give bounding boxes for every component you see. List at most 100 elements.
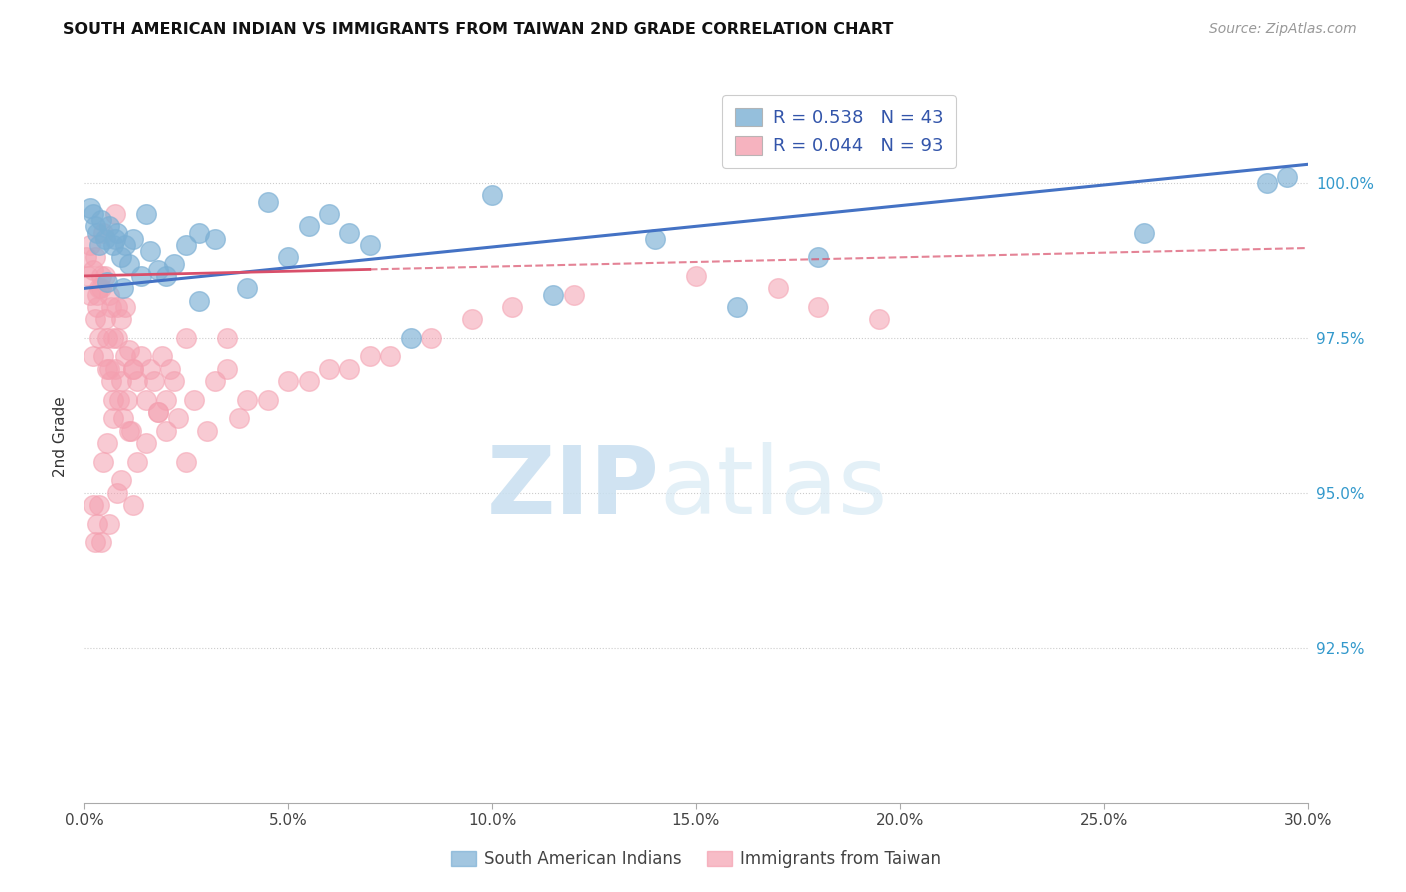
Point	[77, 268, 100, 283]
Point	[110, 474, 132, 488]
Point	[91, 350, 114, 364]
Point	[195, 424, 218, 438]
Point	[155, 268, 177, 283]
Point	[644, 232, 666, 246]
Point	[236, 392, 259, 407]
Point	[82, 207, 104, 221]
Point	[174, 238, 197, 252]
Point	[83, 219, 105, 234]
Point	[101, 331, 124, 345]
Point	[97, 516, 120, 531]
Text: SOUTH AMERICAN INDIAN VS IMMIGRANTS FROM TAIWAN 2ND GRADE CORRELATION CHART: SOUTH AMERICAN INDIAN VS IMMIGRANTS FROM…	[63, 22, 894, 37]
Point	[1256, 176, 1278, 190]
Point	[114, 300, 136, 314]
Point	[90, 281, 112, 295]
Point	[380, 350, 402, 364]
Point	[461, 312, 484, 326]
Point	[87, 331, 110, 345]
Text: ZIP: ZIP	[486, 442, 659, 534]
Point	[127, 374, 149, 388]
Point	[79, 238, 101, 252]
Point	[481, 188, 503, 202]
Point	[399, 331, 422, 345]
Point	[83, 250, 105, 264]
Point	[91, 226, 114, 240]
Point	[90, 268, 112, 283]
Point	[236, 281, 259, 295]
Point	[83, 535, 105, 549]
Point	[174, 331, 197, 345]
Point	[97, 362, 120, 376]
Point	[115, 392, 138, 407]
Point	[122, 232, 145, 246]
Point	[110, 374, 132, 388]
Point	[122, 362, 145, 376]
Point	[87, 498, 110, 512]
Point	[105, 300, 128, 314]
Point	[118, 256, 141, 270]
Point	[155, 424, 177, 438]
Point	[104, 232, 127, 246]
Point	[167, 411, 190, 425]
Point	[104, 362, 127, 376]
Point	[135, 436, 157, 450]
Point	[339, 362, 361, 376]
Point	[105, 226, 128, 240]
Point	[277, 250, 299, 264]
Point	[96, 362, 118, 376]
Point	[82, 262, 104, 277]
Text: Source: ZipAtlas.com: Source: ZipAtlas.com	[1209, 22, 1357, 37]
Point	[91, 455, 114, 469]
Point	[217, 331, 239, 345]
Point	[86, 300, 108, 314]
Point	[502, 300, 524, 314]
Point	[339, 226, 361, 240]
Point	[79, 201, 101, 215]
Point	[163, 374, 186, 388]
Point	[101, 238, 124, 252]
Point	[83, 312, 105, 326]
Point	[100, 300, 122, 314]
Point	[562, 287, 585, 301]
Point	[96, 275, 118, 289]
Point	[96, 436, 118, 450]
Point	[86, 516, 108, 531]
Point	[183, 392, 205, 407]
Point	[75, 250, 97, 264]
Point	[122, 498, 145, 512]
Point	[87, 281, 110, 295]
Point	[204, 232, 226, 246]
Point	[93, 312, 115, 326]
Point	[101, 392, 124, 407]
Y-axis label: 2nd Grade: 2nd Grade	[52, 397, 67, 477]
Point	[217, 362, 239, 376]
Point	[120, 424, 142, 438]
Point	[159, 362, 181, 376]
Point	[142, 374, 165, 388]
Point	[725, 300, 748, 314]
Point	[79, 287, 101, 301]
Point	[204, 374, 226, 388]
Point	[420, 331, 443, 345]
Point	[359, 238, 381, 252]
Point	[131, 268, 153, 283]
Point	[146, 405, 169, 419]
Point	[298, 219, 321, 234]
Point	[104, 207, 127, 221]
Point	[110, 250, 132, 264]
Point	[1277, 169, 1299, 184]
Point	[298, 374, 321, 388]
Point	[100, 374, 122, 388]
Point	[108, 392, 131, 407]
Point	[82, 498, 104, 512]
Point	[318, 207, 340, 221]
Point	[807, 250, 830, 264]
Point	[138, 362, 160, 376]
Point	[105, 331, 128, 345]
Point	[187, 293, 209, 308]
Point	[101, 411, 124, 425]
Point	[187, 226, 209, 240]
Point	[163, 256, 186, 270]
Point	[87, 238, 110, 252]
Point	[118, 424, 141, 438]
